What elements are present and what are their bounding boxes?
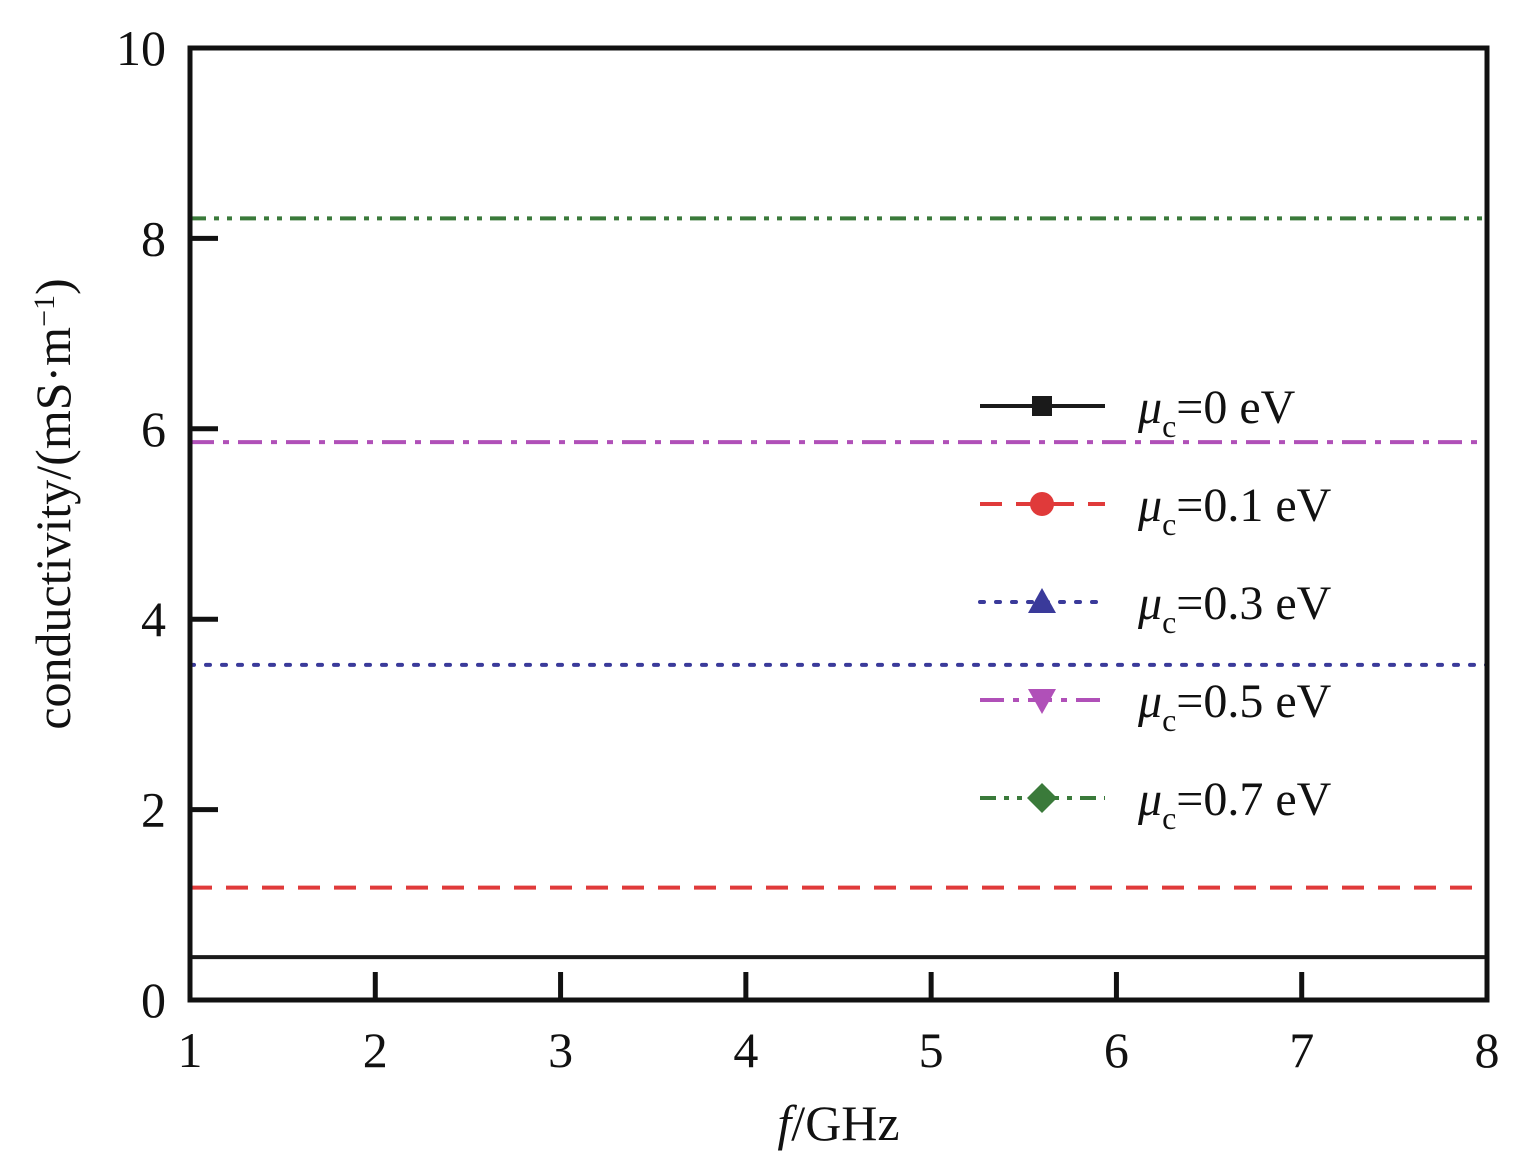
y-axis-title: conductivity/(mS·m−1) [25, 278, 81, 729]
legend-label-4: μc=0.7 eV [1137, 773, 1332, 836]
legend-marker-circle [1030, 492, 1054, 516]
axis-ticks: 1 2 3 4 5 6 7 8 0 2 4 6 8 10 [116, 20, 1500, 1078]
legend-label-0: μc=0 eV [1137, 381, 1296, 444]
legend-label-subscript: c [1162, 408, 1176, 444]
legend-label-value: =0 eV [1176, 381, 1295, 434]
legend-marker-diamond [1027, 783, 1057, 813]
y-axis-title-close: ) [25, 278, 81, 295]
legend-label-subscript: c [1162, 506, 1176, 542]
x-axis-title-rest: /GHz [791, 1095, 899, 1151]
legend-marker-square [1032, 396, 1052, 416]
legend-label-symbol: μ [1137, 773, 1162, 826]
y-tick-label: 8 [141, 210, 166, 266]
y-axis-title-superscript: −1 [28, 295, 61, 327]
x-tick-label: 2 [363, 1022, 388, 1078]
x-tick-label: 6 [1104, 1022, 1129, 1078]
legend-label-value: =0.5 eV [1176, 675, 1331, 728]
legend-label-2: μc=0.3 eV [1137, 577, 1332, 640]
legend-label-subscript: c [1162, 702, 1176, 738]
legend-label-subscript: c [1162, 800, 1176, 836]
x-tick-label: 4 [733, 1022, 758, 1078]
y-tick-label: 2 [141, 782, 166, 838]
legend-label-symbol: μ [1137, 381, 1162, 434]
x-tick-label: 3 [548, 1022, 573, 1078]
legend-label-subscript: c [1162, 604, 1176, 640]
y-tick-label: 0 [141, 972, 166, 1028]
y-tick-label: 6 [141, 401, 166, 457]
legend-label-1: μc=0.1 eV [1137, 479, 1332, 542]
plot-frame [187, 45, 1490, 1003]
x-tick-label: 5 [919, 1022, 944, 1078]
legend-label-3: μc=0.5 eV [1137, 675, 1332, 738]
x-tick-label: 1 [178, 1022, 203, 1078]
legend-label-value: =0.7 eV [1176, 773, 1331, 826]
x-tick-label: 8 [1475, 1022, 1500, 1078]
legend-label-value: =0.3 eV [1176, 577, 1331, 630]
legend-label-symbol: μ [1137, 479, 1162, 532]
legend-label-symbol: μ [1137, 675, 1162, 728]
legend-label-value: =0.1 eV [1176, 479, 1331, 532]
legend-marker-triangle-up [1028, 588, 1056, 613]
plot-series-group [188, 216, 1489, 960]
x-tick-label: 7 [1289, 1022, 1314, 1078]
y-tick-label: 10 [116, 20, 166, 76]
legend-label-symbol: μ [1137, 577, 1162, 630]
x-axis-title: f/GHz [777, 1095, 899, 1151]
y-axis-title-main: conductivity/(mS·m [25, 327, 81, 730]
y-tick-label: 4 [141, 591, 166, 647]
legend-marker-triangle-down [1028, 689, 1056, 714]
